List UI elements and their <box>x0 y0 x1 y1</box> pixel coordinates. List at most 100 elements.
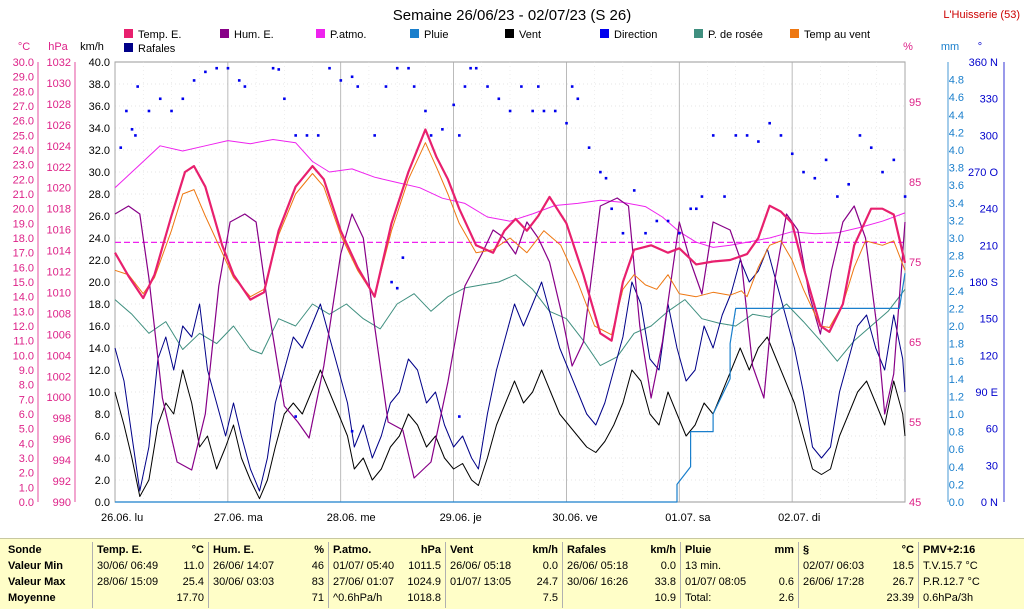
direction-point <box>125 109 128 113</box>
axis-unit: km/h <box>80 41 104 53</box>
summary-sonde: Sonde Valeur Min Valeur Max Moyenne <box>4 542 92 608</box>
legend-swatch <box>220 29 229 38</box>
direction-point <box>237 79 241 82</box>
wind-tick: 22.0 <box>89 255 110 267</box>
press-tick: 1016 <box>47 225 71 237</box>
rain-tick: 4.2 <box>949 127 964 139</box>
wind-tick: 20.0 <box>89 277 110 289</box>
summary-raf-row: 26/06/ 05:18 0.0 <box>567 560 676 572</box>
press-tick: 1028 <box>47 99 71 111</box>
wind-tick: 12.0 <box>89 365 110 377</box>
direction-point <box>294 415 297 418</box>
legend-item: Direction <box>600 29 657 41</box>
direction-point <box>531 109 534 113</box>
summary-press-title: P.atmo. hPa <box>333 544 441 556</box>
press-tick: 992 <box>53 476 71 488</box>
direction-point <box>412 85 416 88</box>
summary-sonde-title: Sonde <box>8 544 42 556</box>
rain-tick: 2.0 <box>949 321 964 333</box>
direction-point <box>802 170 805 174</box>
rain-tick: 1.4 <box>949 374 964 386</box>
legend-item: Temp au vent <box>790 29 870 41</box>
direction-point <box>723 195 726 198</box>
rain-tick: 0.8 <box>949 427 964 439</box>
rain-tick: 4.0 <box>949 145 964 157</box>
summary-hum-value: 71 <box>311 592 324 604</box>
summary-press: P.atmo. hPa 01/07/ 05:40 1011.5 27/06/ 01:07… <box>328 542 445 608</box>
summary-sect-title: § °C <box>803 544 914 556</box>
day-label: 27.06. ma <box>214 512 264 524</box>
direction-point <box>463 85 467 88</box>
summary-vent-value: 24.7 <box>536 576 558 588</box>
summary-press-value: 1011.5 <box>408 560 441 572</box>
summary-row-label: Valeur Min <box>8 560 64 572</box>
series-temp-e <box>114 128 907 342</box>
direction-point <box>134 134 137 137</box>
direction-point <box>170 109 173 113</box>
press-tick: 1004 <box>47 350 71 362</box>
temp-tick: 7.0 <box>19 394 34 406</box>
day-label: 26.06. lu <box>101 512 143 524</box>
summary-press-row: ^0.6hPa/h 1018.8 <box>333 592 441 604</box>
legend-item: Temp. E. <box>124 29 181 41</box>
summary-press-value: 1018.8 <box>407 592 441 604</box>
direction-point <box>305 134 309 137</box>
wind-tick: 34.0 <box>89 123 110 135</box>
summary-raf-value: 33.8 <box>654 576 676 588</box>
direction-point <box>328 66 331 70</box>
legend-label: Hum. E. <box>234 29 274 41</box>
press-tick: 1012 <box>47 267 71 279</box>
direction-point <box>390 280 393 284</box>
summary-vent-value: 0.0 <box>542 560 558 572</box>
direction-point <box>474 66 478 70</box>
press-tick: 994 <box>53 455 71 467</box>
wind-tick: 26.0 <box>89 211 110 223</box>
wind-tick: 36.0 <box>89 101 110 113</box>
temp-tick: 17.0 <box>13 248 34 260</box>
summary-press-value: 1024.9 <box>407 576 441 588</box>
summary-temp-row: 28/06/ 15:09 25.4 <box>97 576 204 588</box>
summary-raf-unit: km/h <box>650 544 676 556</box>
series-rafales <box>114 248 906 492</box>
direction-point <box>881 170 884 174</box>
direction-point <box>277 68 281 71</box>
summary-temp-value: 11.0 <box>183 560 204 572</box>
summary-pluie-row: 01/07/ 08:05 0.6 <box>685 576 794 588</box>
legend-label: P. de rosée <box>708 29 763 41</box>
dir-tick: 300 <box>980 130 998 142</box>
dir-tick: 210 <box>980 240 998 252</box>
temp-tick: 1.0 <box>19 482 34 494</box>
legend-label: P.atmo. <box>330 29 367 41</box>
rain-tick: 3.6 <box>949 180 964 192</box>
grid <box>114 62 906 502</box>
summary-temp-row: 17.70 <box>97 590 208 606</box>
axis-unit: % <box>903 41 913 53</box>
hum-tick: 65 <box>909 337 921 349</box>
dir-tick: 240 <box>980 204 998 216</box>
series-p-de-ros-e <box>114 274 906 367</box>
summary-vent-value: 7.5 <box>542 592 558 604</box>
direction-point <box>790 152 794 156</box>
legend-label: Temp. E. <box>138 29 181 41</box>
dir-tick: 150 <box>980 314 998 326</box>
direction-point <box>632 189 636 192</box>
summary-vent: Vent km/h 26/06/ 05:18 0.0 01/07/ 13:05 24.7 7… <box>445 542 562 608</box>
summary-raf-value: 0.0 <box>660 560 676 572</box>
summary-pluie-row: 13 min. <box>685 560 722 572</box>
summary-sect-row: 26/06/ 17:28 26.7 <box>803 576 914 588</box>
direction-point <box>119 146 123 149</box>
direction-point <box>700 195 704 198</box>
direction-point <box>695 207 698 211</box>
summary-vent-row: 26/06/ 05:18 0.0 <box>450 560 558 572</box>
rain-tick: 3.4 <box>949 198 964 210</box>
legend-label: Direction <box>614 29 657 41</box>
summary-press-row: 27/06/ 01:07 1024.9 <box>333 576 441 588</box>
temp-tick: 30.0 <box>13 57 34 69</box>
summary-sect-row: 02/07/ 06:03 18.5 <box>803 560 914 572</box>
direction-point <box>441 128 444 131</box>
direction-point <box>373 134 376 137</box>
direction-point <box>469 66 472 70</box>
summary-hum-row: 30/06/ 03:03 83 <box>213 576 324 588</box>
temp-tick: 27.0 <box>13 101 34 113</box>
dir-tick: 60 <box>986 424 998 436</box>
